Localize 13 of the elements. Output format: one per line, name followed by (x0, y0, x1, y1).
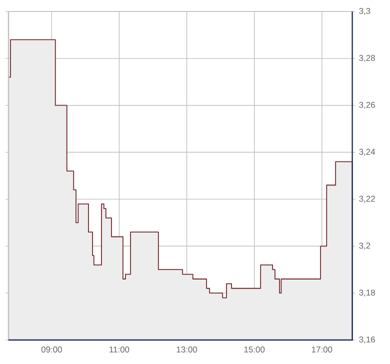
y-tick-label: 3,28 (359, 54, 375, 62)
y-tick-label: 3,24 (359, 148, 376, 156)
x-tick-label: 09:00 (41, 346, 62, 353)
x-tick-label: 17:00 (312, 346, 332, 353)
y-tick-label: 3,18 (359, 290, 375, 297)
y-tick-label: 3,3 (359, 8, 370, 15)
y-tick-label: 3,2 (359, 242, 370, 250)
x-tick-label: 11:00 (110, 346, 130, 353)
x-tick-label: 15:00 (244, 346, 265, 353)
y-tick-label: 3,26 (359, 102, 375, 109)
x-tick-label: 13:00 (176, 346, 198, 353)
y-tick-label: 3,22 (359, 196, 375, 203)
y-tick-label: 3,16 (359, 336, 375, 344)
